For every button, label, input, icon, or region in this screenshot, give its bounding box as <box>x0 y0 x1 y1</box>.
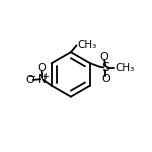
Text: O: O <box>101 74 110 84</box>
Text: CH₃: CH₃ <box>78 40 97 50</box>
Text: O: O <box>25 75 34 85</box>
Text: N: N <box>38 73 47 86</box>
Text: S: S <box>101 61 109 74</box>
Text: +: + <box>42 72 49 81</box>
Text: CH₃: CH₃ <box>116 63 135 73</box>
Text: −: − <box>28 72 36 82</box>
Text: O: O <box>100 52 109 62</box>
Text: O: O <box>37 63 46 73</box>
